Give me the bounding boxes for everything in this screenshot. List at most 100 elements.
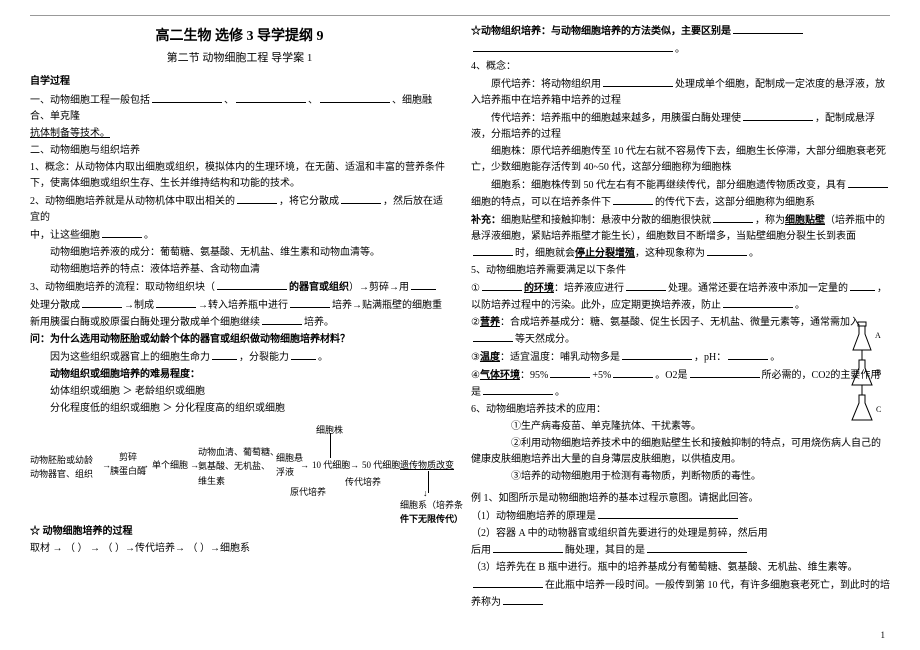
line-feature: 动物细胞培养的特点：液体培养基、含动物血清 bbox=[30, 262, 449, 278]
text: 时，细胞就会 bbox=[515, 248, 575, 259]
blank bbox=[411, 279, 436, 290]
line-cond4: ④气体环境：95%+5%。O2是所必需的，CO2的主要作用是。 bbox=[471, 367, 890, 401]
text: ：合成培养基成分：糖、氨基酸、促生长因子、无机盐、微量元素等，通常需加入 bbox=[500, 317, 860, 328]
line-cond3: ③温度：适宜温度：哺乳动物多是，pH：。 bbox=[471, 349, 890, 366]
label-c: C bbox=[876, 405, 881, 414]
blank bbox=[82, 297, 122, 308]
line-flow2: 处理分散成→制成→转入培养瓶中进行培养→贴满瓶壁的细胞重新用胰蛋白酶或胶原蛋白酶… bbox=[30, 297, 449, 331]
text: 的传代下去，这部分细胞称为细胞系 bbox=[655, 197, 815, 208]
blank bbox=[613, 194, 653, 205]
text: 氨基酸、无机盐、 bbox=[198, 461, 270, 471]
blank bbox=[341, 193, 381, 204]
text: 。 bbox=[555, 387, 565, 398]
line-concept: 1、概念：从动物体内取出细胞或组织，模拟体内的生理环境，在无菌、适温和丰富的营养… bbox=[30, 160, 449, 192]
node-primary: 原代培养 bbox=[290, 485, 326, 499]
right-column: ☆动物组织培养：与动物细胞培养的方法类似，主要区别是 。 4、概念： 原代培养：… bbox=[471, 22, 890, 612]
text: ① bbox=[471, 283, 480, 294]
top-rule bbox=[30, 15, 890, 16]
text: 浮液 bbox=[276, 467, 294, 477]
blank bbox=[626, 280, 666, 291]
blank bbox=[290, 297, 330, 308]
text: 剪碎 bbox=[119, 452, 137, 462]
section-self-study: 自学过程 bbox=[30, 74, 449, 90]
line-4: 4、概念： bbox=[471, 59, 890, 75]
blank bbox=[598, 508, 738, 519]
blank bbox=[503, 594, 543, 605]
line-antibody: 抗体制备等技术。 bbox=[30, 126, 449, 142]
text: ）→剪碎→用 bbox=[349, 282, 409, 293]
blank bbox=[707, 245, 747, 256]
text: 细胞贴壁和接触抑制：悬液中分散的细胞很快就 bbox=[501, 215, 711, 226]
page-number: 1 bbox=[881, 628, 886, 642]
line-culture-def: 2、动物细胞培养就是从动物机体中取出相关的，将它分散成，然后放在适宜的 bbox=[30, 193, 449, 226]
answer-1: 因为这些组织或器官上的细胞生命力，分裂能力。 bbox=[30, 349, 449, 366]
arrow-icon: → bbox=[140, 458, 149, 472]
doc-title: 高二生物 选修 3 导学提纲 9 bbox=[30, 26, 449, 48]
text: 因为这些组织或器官上的细胞生命力 bbox=[50, 352, 210, 363]
text: ☆动物组织培养：与动物细胞培养的方法类似，主要区别是 bbox=[471, 26, 731, 37]
text: 遗传物质改变 bbox=[400, 460, 454, 470]
text: 中，让这些细胞 bbox=[30, 230, 100, 241]
blank bbox=[236, 92, 306, 103]
line-app3: ③培养的动物细胞用于检测有毒物质，判断物质的毒性。 bbox=[471, 469, 890, 485]
blank bbox=[262, 314, 302, 325]
node-single-cell: 单个细胞 bbox=[152, 458, 188, 472]
example-q3b: 在此瓶中培养一段时间。一般传到第 10 代，有许多细胞衰老死亡，到此时的培养称为 bbox=[471, 577, 890, 611]
text: 停止分裂增殖 bbox=[575, 248, 635, 259]
text: ：培养液应进行 bbox=[554, 283, 624, 294]
line-tech-list: 一、动物细胞工程一般包括、、、细胞融合、单克隆 bbox=[30, 92, 449, 125]
left-column: 高二生物 选修 3 导学提纲 9 第二节 动物细胞工程 导学案 1 自学过程 一… bbox=[30, 22, 449, 612]
node-embryo: 动物胚胎或幼龄 动物器官、组织 bbox=[30, 453, 93, 482]
text: 动物血清、葡萄糖、 bbox=[198, 447, 279, 457]
node-sub: 传代培养 bbox=[345, 475, 381, 489]
text: ：95% bbox=[520, 370, 548, 381]
arrow-icon: → bbox=[350, 458, 359, 472]
text: ，pH： bbox=[694, 352, 726, 363]
question-1: 问：为什么选用动物胚胎或幼龄个体的器官或组织做动物细胞培养材料？ bbox=[30, 332, 449, 348]
blank bbox=[647, 542, 747, 553]
text-bold: 的器官或组织 bbox=[289, 282, 349, 293]
text: 。O2是 bbox=[655, 370, 687, 381]
example-q2: （2）容器 A 中的动物器官或组织首先要进行的处理是剪碎，然后用后用酶处理，其目… bbox=[471, 526, 890, 559]
text: ，称为 bbox=[755, 215, 785, 226]
text: ② bbox=[471, 317, 480, 328]
line-tissue-culture: ☆动物组织培养：与动物细胞培养的方法类似，主要区别是 bbox=[471, 23, 890, 40]
blank bbox=[733, 23, 803, 34]
flow-diagram: 动物胚胎或幼龄 动物器官、组织 剪碎 胰蛋白酶 → → 单个细胞 动物血清、葡萄… bbox=[30, 423, 449, 518]
text: 处理分散成 bbox=[30, 300, 80, 311]
blank bbox=[550, 367, 590, 378]
line bbox=[428, 471, 429, 493]
line-cont: 。 bbox=[471, 41, 890, 58]
line-flow1: 3、动物细胞培养的流程：取动物组织块（ 的器官或组织）→剪碎→用 bbox=[30, 279, 449, 296]
node-strain: 细胞株 bbox=[316, 423, 343, 437]
line-strain-def: 细胞株：原代培养细胞传至 10 代左右就不容易传下去，细胞生长停滞，大部分细胞衰… bbox=[471, 144, 890, 176]
text: 。 bbox=[749, 248, 759, 259]
process-head: ☆ 动物细胞培养的过程 bbox=[30, 524, 449, 540]
text: 3、动物细胞培养的流程：取动物组织块（ bbox=[30, 282, 215, 293]
text: 气体环境 bbox=[480, 370, 520, 381]
blank bbox=[291, 349, 316, 360]
text: 细胞贴壁 bbox=[785, 215, 825, 226]
text: 传代培养：培养瓶中的细胞越来越多，用胰蛋白酶处理使 bbox=[491, 113, 741, 124]
blank bbox=[743, 110, 813, 121]
line-culture-def2: 中，让这些细胞。 bbox=[30, 227, 449, 244]
blank bbox=[622, 349, 692, 360]
blank bbox=[728, 349, 768, 360]
node-10gen: 10 代细胞 bbox=[312, 458, 350, 472]
blank bbox=[320, 92, 390, 103]
arrow-icon: → bbox=[102, 458, 111, 472]
blank bbox=[473, 245, 513, 256]
blank bbox=[850, 280, 875, 291]
blank bbox=[483, 384, 553, 395]
node-cell-line: 细胞系（培养条 件下无限传代） bbox=[400, 498, 463, 527]
example-1: 例 1、如图所示是动物细胞培养的基本过程示意图。请据此回答。 bbox=[471, 491, 890, 507]
blank bbox=[848, 177, 888, 188]
line-supplement: 补充：细胞贴壁和接触抑制：悬液中分散的细胞很快就，称为细胞贴壁（培养瓶中的悬浮液… bbox=[471, 212, 890, 262]
flask-figure: A B C bbox=[833, 320, 888, 430]
blank bbox=[212, 349, 237, 360]
node-50gen: 50 代细胞 bbox=[362, 458, 400, 472]
example-q3: （3）培养先在 B 瓶中进行。瓶中的培养基成分有葡萄糖、氨基酸、无机盐、维生素等… bbox=[471, 560, 890, 576]
node-medium: 动物血清、葡萄糖、 氨基酸、无机盐、 维生素 bbox=[198, 445, 279, 488]
text: 细胞系（培养条 bbox=[400, 500, 463, 510]
blank bbox=[603, 76, 673, 87]
